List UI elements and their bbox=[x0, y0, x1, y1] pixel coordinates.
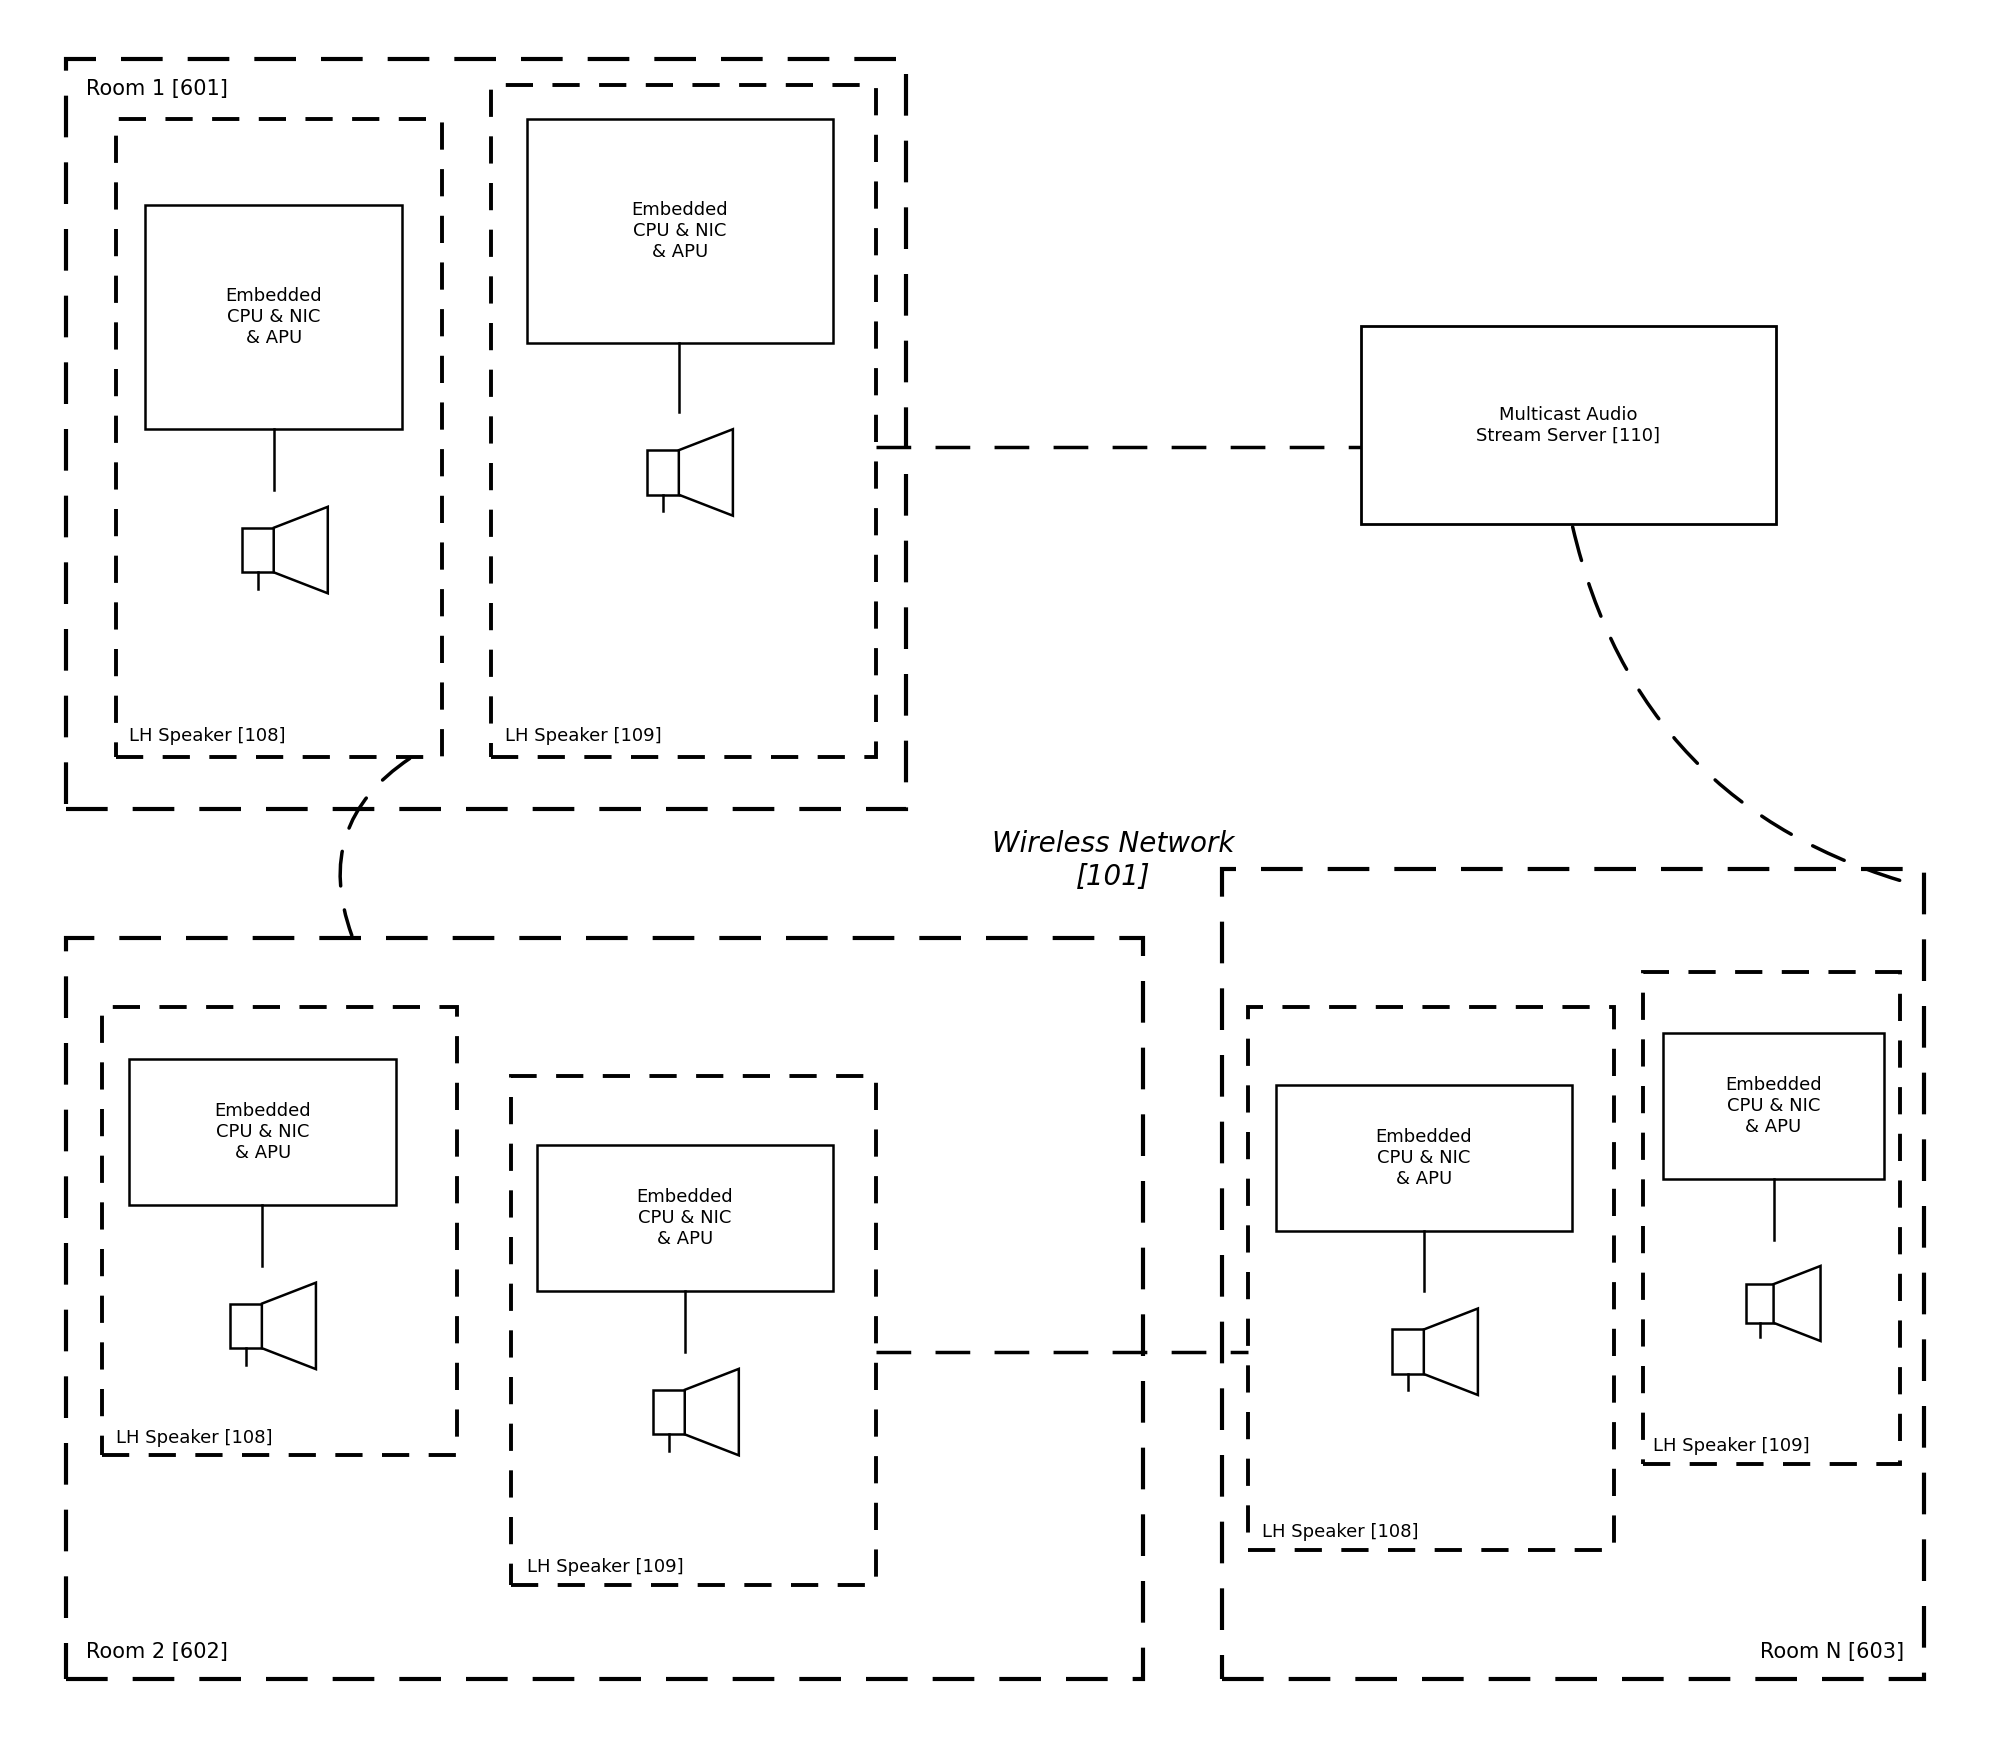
FancyArrowPatch shape bbox=[1571, 527, 1915, 885]
Bar bbox=[231, 1304, 263, 1349]
Text: LH Speaker [108]: LH Speaker [108] bbox=[129, 726, 286, 746]
Bar bbox=[1221, 869, 1923, 1679]
Text: Wireless Network
[101]: Wireless Network [101] bbox=[993, 831, 1235, 890]
Bar bbox=[1247, 1006, 1613, 1550]
Polygon shape bbox=[263, 1283, 316, 1370]
Polygon shape bbox=[1772, 1265, 1820, 1342]
Text: Room N [603]: Room N [603] bbox=[1758, 1642, 1903, 1662]
Bar bbox=[66, 59, 905, 808]
Text: Embedded
CPU & NIC
& APU: Embedded CPU & NIC & APU bbox=[636, 1189, 732, 1248]
Bar bbox=[652, 1390, 684, 1434]
Text: LH Speaker [109]: LH Speaker [109] bbox=[1653, 1437, 1808, 1455]
Bar bbox=[101, 1006, 457, 1455]
Bar bbox=[243, 528, 274, 572]
Polygon shape bbox=[684, 1370, 738, 1455]
Bar bbox=[1643, 973, 1899, 1463]
Bar bbox=[145, 205, 402, 429]
Text: Room 2 [602]: Room 2 [602] bbox=[86, 1642, 229, 1662]
Bar bbox=[511, 1076, 875, 1585]
Bar bbox=[1392, 1330, 1422, 1375]
Bar bbox=[1275, 1085, 1571, 1231]
Text: Embedded
CPU & NIC
& APU: Embedded CPU & NIC & APU bbox=[1374, 1128, 1472, 1187]
Bar bbox=[66, 939, 1142, 1679]
FancyArrowPatch shape bbox=[340, 758, 410, 935]
Bar bbox=[129, 1058, 396, 1204]
Bar bbox=[115, 118, 442, 758]
Text: LH Speaker [108]: LH Speaker [108] bbox=[1261, 1524, 1418, 1542]
Text: Embedded
CPU & NIC
& APU: Embedded CPU & NIC & APU bbox=[215, 1102, 310, 1161]
Polygon shape bbox=[274, 507, 328, 593]
Bar bbox=[527, 118, 833, 342]
Bar bbox=[491, 85, 875, 758]
Text: Multicast Audio
Stream Server [110]: Multicast Audio Stream Server [110] bbox=[1476, 405, 1659, 445]
Text: LH Speaker [108]: LH Speaker [108] bbox=[115, 1429, 272, 1446]
Polygon shape bbox=[678, 429, 732, 516]
Text: Embedded
CPU & NIC
& APU: Embedded CPU & NIC & APU bbox=[631, 202, 728, 261]
Text: LH Speaker [109]: LH Speaker [109] bbox=[505, 726, 660, 746]
Bar bbox=[537, 1145, 833, 1291]
Text: Embedded
CPU & NIC
& APU: Embedded CPU & NIC & APU bbox=[225, 287, 322, 348]
Bar bbox=[1663, 1032, 1884, 1180]
Bar bbox=[1360, 327, 1774, 525]
Bar bbox=[1744, 1284, 1772, 1323]
Text: Embedded
CPU & NIC
& APU: Embedded CPU & NIC & APU bbox=[1724, 1076, 1822, 1137]
Text: LH Speaker [109]: LH Speaker [109] bbox=[527, 1557, 682, 1576]
Bar bbox=[646, 450, 678, 495]
Polygon shape bbox=[1422, 1309, 1478, 1396]
Text: Room 1 [601]: Room 1 [601] bbox=[86, 80, 229, 99]
